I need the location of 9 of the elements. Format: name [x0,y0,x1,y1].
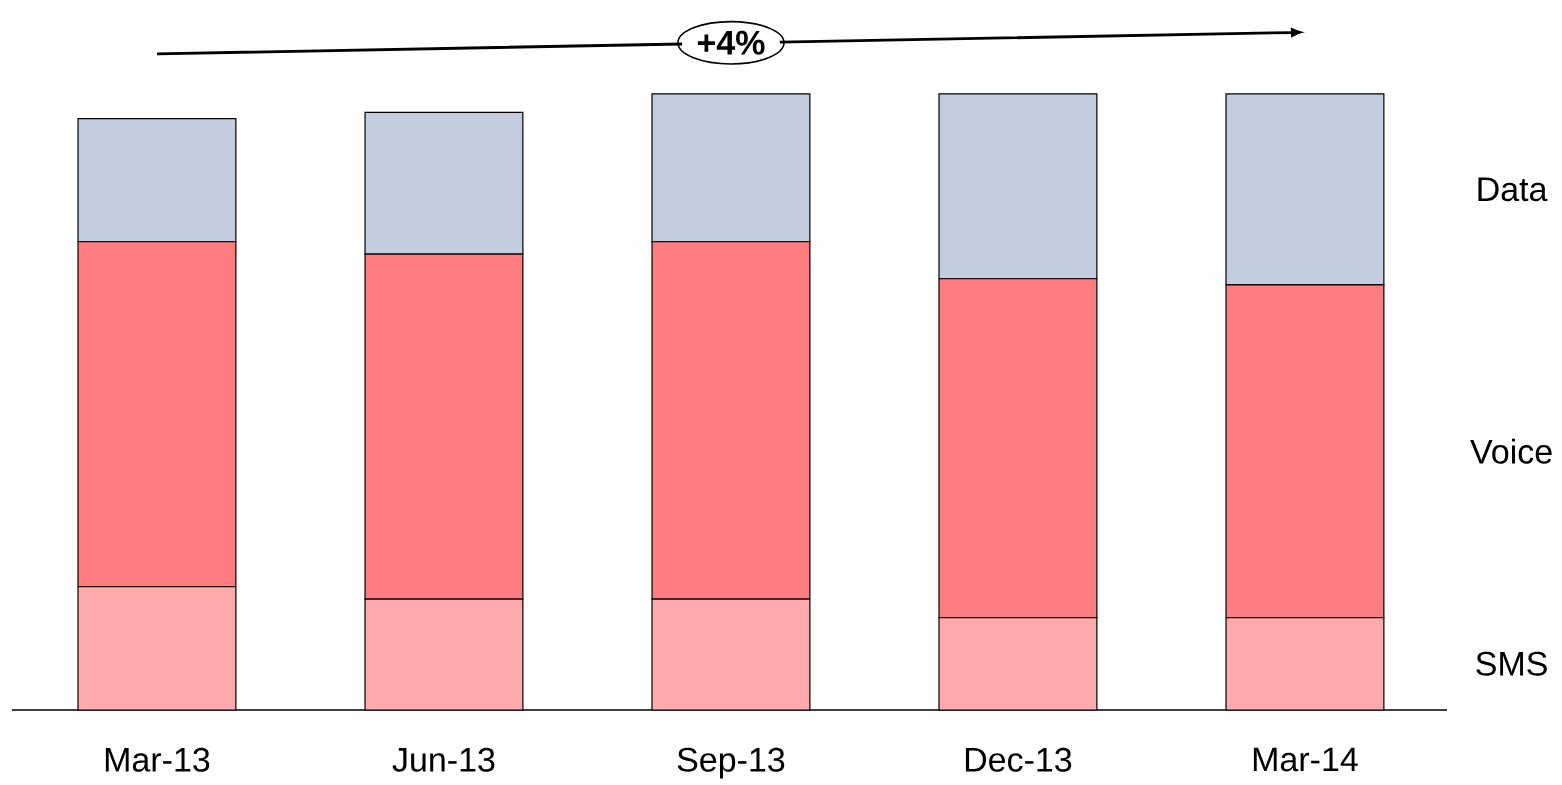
x-tick-label: Mar-13 [105,747,210,772]
text: Data [1478,177,1548,202]
text: Voice [1470,438,1552,464]
x-tick-label: Jun-13 [392,747,495,772]
text: SMS [1476,651,1547,676]
x-tick-label: Sep-13 [677,747,785,779]
text: +4% [697,30,765,55]
x-tick-label: Dec-13 [965,747,1072,772]
x-tick-label: Mar-14 [1253,747,1358,772]
